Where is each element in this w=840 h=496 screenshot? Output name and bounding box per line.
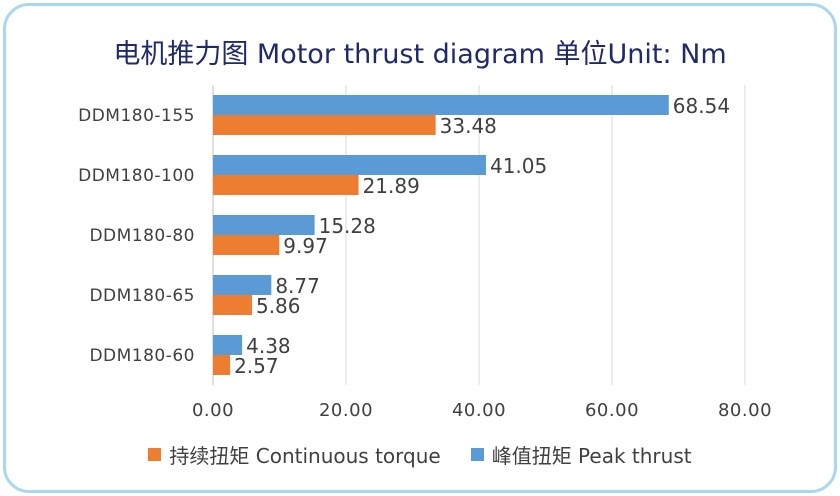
data-label: 33.48 [440, 114, 497, 138]
category-label: DDM180-65 [89, 286, 195, 306]
data-label: 41.05 [490, 154, 547, 178]
chart-title: 电机推力图 Motor thrust diagram 单位Unit: Nm [113, 39, 727, 70]
chart-frame [3, 3, 837, 493]
peak-thrust-bar [213, 155, 486, 175]
continuous-torque-bar [213, 355, 231, 375]
legend-label: 持续扭矩 Continuous torque [169, 444, 441, 468]
x-tick-label: 0.00 [192, 400, 234, 421]
data-label: 2.57 [234, 354, 279, 378]
continuous-torque-bar [213, 115, 436, 135]
peak-thrust-bar [213, 335, 243, 355]
legend-swatch [148, 448, 162, 461]
legend-item: 持续扭矩 Continuous torque [148, 440, 441, 469]
legend-item: 峰值扭矩 Peak thrust [470, 440, 692, 469]
legend-swatch [470, 448, 484, 461]
x-tick-label: 60.00 [585, 400, 639, 421]
data-label: 5.86 [256, 294, 301, 318]
data-label: 68.54 [673, 94, 730, 118]
continuous-torque-bar [213, 175, 359, 195]
x-tick-label: 20.00 [319, 400, 373, 421]
x-tick-label: 80.00 [718, 400, 772, 421]
data-label: 4.38 [246, 334, 291, 358]
peak-thrust-bar [213, 275, 272, 295]
continuous-torque-bar [213, 295, 252, 315]
x-tick-label: 40.00 [452, 400, 506, 421]
category-label: DDM180-100 [78, 166, 195, 186]
legend-label: 峰值扭矩 Peak thrust [491, 444, 692, 468]
continuous-torque-bar [213, 235, 280, 255]
peak-thrust-bar [213, 95, 669, 115]
chart-legend: 持续扭矩 Continuous torque 峰值扭矩 Peak thrust [0, 440, 840, 469]
data-label: 8.77 [275, 274, 320, 298]
category-label: DDM180-155 [78, 106, 195, 126]
category-label: DDM180-60 [89, 346, 195, 366]
peak-thrust-bar [213, 215, 315, 235]
data-label: 15.28 [319, 214, 376, 238]
category-label: DDM180-80 [89, 226, 195, 246]
data-label: 9.97 [283, 234, 328, 258]
data-label: 21.89 [363, 174, 420, 198]
